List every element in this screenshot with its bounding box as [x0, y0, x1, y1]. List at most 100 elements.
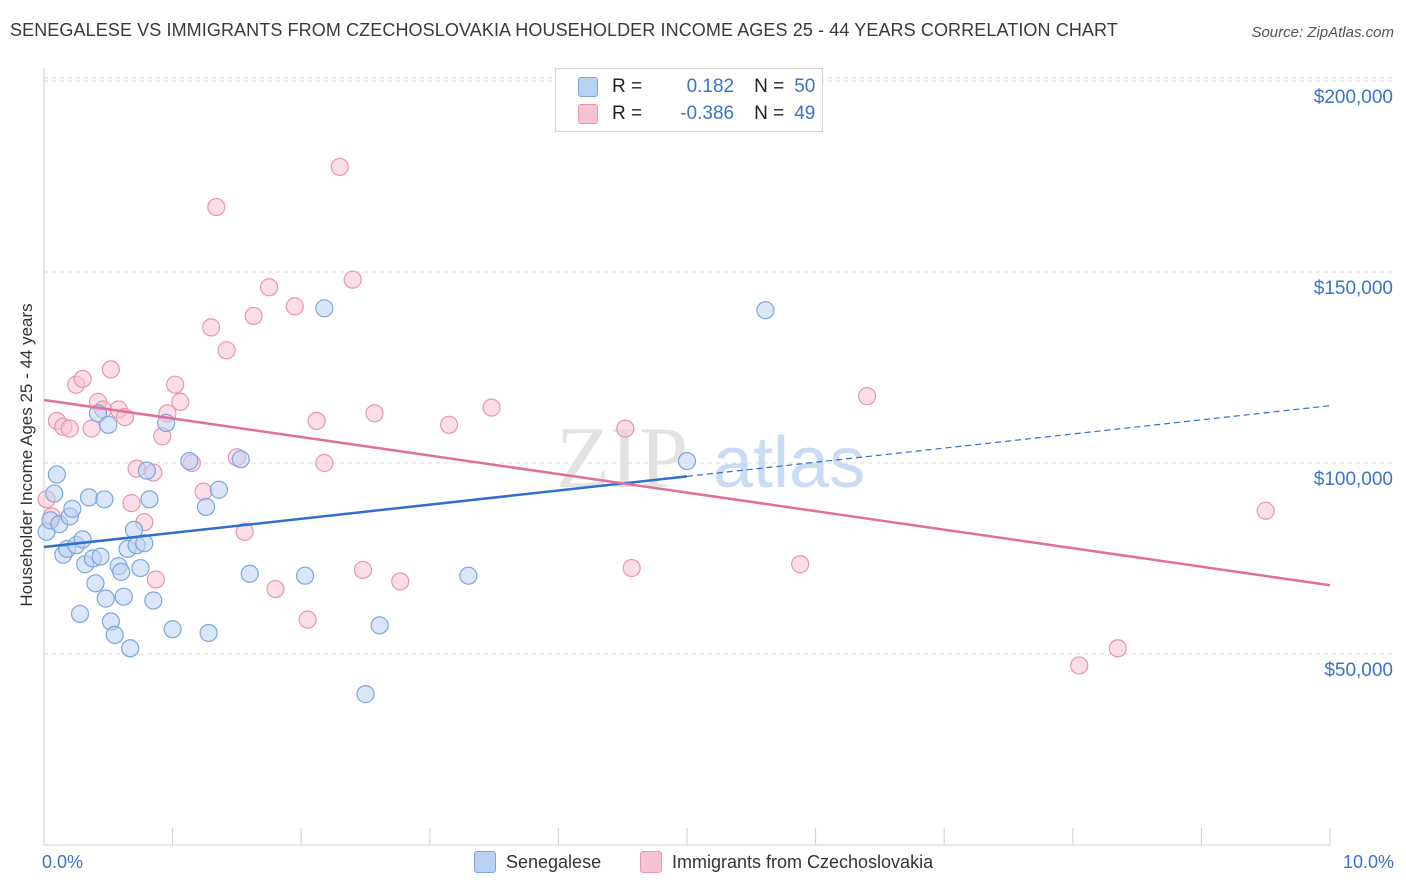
legend-r-label: R = — [612, 76, 643, 97]
data-point — [370, 616, 389, 635]
data-point — [266, 579, 285, 599]
data-point — [137, 461, 156, 480]
data-point — [315, 299, 334, 318]
data-point — [459, 566, 478, 585]
data-point — [235, 522, 254, 541]
trend-line-senegalese-extension — [686, 405, 1331, 477]
data-point — [163, 620, 182, 639]
legend-r-label: R = — [612, 103, 643, 124]
legend-swatch-pink — [578, 104, 598, 124]
data-point — [146, 570, 165, 589]
data-point — [756, 301, 775, 320]
data-point — [857, 387, 877, 406]
data-point — [144, 591, 163, 610]
legend-n-value: 49 — [794, 103, 816, 124]
data-point — [307, 411, 326, 431]
data-point — [121, 639, 140, 658]
trend-lines — [43, 398, 1331, 587]
y-tick-label: $200,000 — [1313, 87, 1393, 108]
trend-line-senegalese — [43, 475, 688, 549]
data-point — [135, 534, 154, 553]
legend-r-value: -0.386 — [680, 103, 735, 124]
series-legend-czechoslovakia: Immigrants from Czechoslovakia — [640, 851, 933, 873]
data-point — [199, 623, 218, 643]
data-point — [196, 497, 216, 517]
data-point — [482, 398, 501, 417]
legend-swatch-blue — [578, 77, 598, 97]
data-point — [295, 566, 315, 585]
watermark: ZIP atlas — [556, 410, 865, 507]
legend-row-senegalese: R = 0.182 N = 50 — [556, 73, 815, 101]
data-point — [677, 451, 697, 471]
data-point — [96, 589, 115, 608]
data-point — [231, 450, 250, 469]
data-point — [353, 560, 373, 580]
data-point — [73, 530, 92, 549]
data-point — [101, 360, 120, 379]
legend-r-value: 0.182 — [686, 76, 735, 97]
y-tick-label: $100,000 — [1313, 469, 1393, 490]
data-point — [356, 685, 375, 704]
data-point — [86, 574, 105, 593]
data-point — [105, 625, 124, 645]
y-tick-label: $150,000 — [1313, 278, 1393, 299]
data-point — [131, 558, 150, 578]
data-point — [112, 562, 131, 581]
data-point — [194, 482, 213, 501]
data-point — [202, 318, 221, 337]
data-point — [45, 484, 64, 503]
data-point — [114, 587, 133, 606]
series-immigrants-czechoslovakia — [37, 157, 1275, 675]
series-legend: Senegalese Immigrants from Czechoslovaki… — [0, 851, 1406, 877]
series-legend-label: Senegalese — [506, 851, 602, 872]
data-point — [365, 404, 384, 423]
data-point — [285, 297, 304, 316]
data-point — [60, 419, 79, 438]
legend-n-value: 50 — [794, 76, 816, 97]
chart-title: SENEGALESE VS IMMIGRANTS FROM CZECHOSLOV… — [10, 20, 1118, 40]
data-point — [217, 341, 236, 360]
data-point — [616, 419, 635, 438]
data-point — [82, 419, 101, 438]
x-tick-label-min: 0.0% — [42, 852, 84, 872]
data-point — [244, 306, 263, 326]
data-point — [122, 494, 141, 513]
watermark-atlas: atlas — [713, 423, 865, 503]
data-point — [91, 547, 110, 566]
series-legend-swatch-blue — [474, 851, 496, 873]
source-credit: Source: ZipAtlas.com — [1251, 24, 1394, 41]
series-senegalese — [37, 299, 775, 704]
legend-n-label: N = — [754, 103, 785, 124]
data-point — [73, 369, 92, 389]
data-point — [298, 610, 317, 629]
data-point — [166, 375, 185, 394]
data-point — [439, 415, 459, 434]
series-legend-label: Immigrants from Czechoslovakia — [672, 851, 934, 872]
axes — [43, 68, 1331, 846]
data-point — [79, 488, 99, 507]
correlation-legend: R = 0.182 N = 50 R = -0.386 N = 49 — [555, 68, 823, 132]
legend-n-label: N = — [754, 76, 785, 97]
data-point — [47, 465, 66, 484]
data-point — [315, 453, 334, 473]
x-tick-label-max: 10.0% — [1342, 852, 1394, 872]
data-point — [1256, 501, 1275, 520]
series-legend-senegalese: Senegalese — [474, 851, 601, 873]
data-point — [1070, 656, 1089, 675]
data-point — [391, 572, 410, 591]
data-point — [622, 558, 641, 578]
data-point — [209, 480, 228, 499]
data-point — [343, 270, 362, 289]
y-tick-label: $50,000 — [1324, 660, 1393, 681]
data-point — [791, 555, 810, 574]
data-point — [207, 197, 226, 217]
data-point — [140, 490, 159, 509]
series-legend-swatch-pink — [640, 851, 662, 873]
data-point — [95, 490, 114, 509]
data-point — [259, 278, 279, 297]
data-point — [70, 604, 90, 623]
data-point — [171, 392, 190, 411]
legend-row-czechoslovakia: R = -0.386 N = 49 — [556, 100, 815, 128]
data-point — [99, 415, 118, 434]
